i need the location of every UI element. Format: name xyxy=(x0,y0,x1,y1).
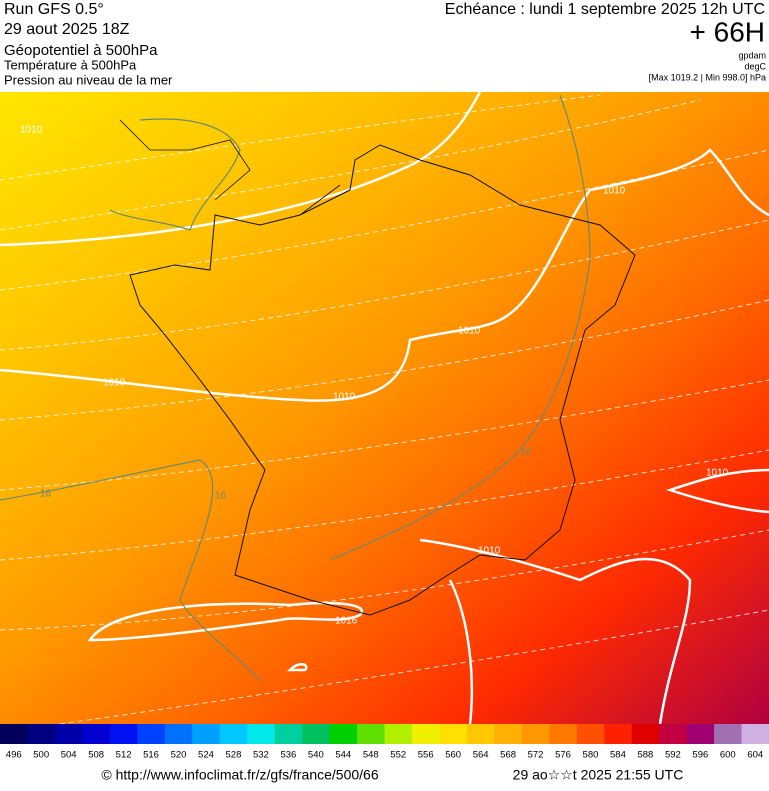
colorbar-label: 540 xyxy=(308,750,324,761)
colorbar-label: 564 xyxy=(473,750,489,761)
echeance: Echéance : lundi 1 septembre 2025 12h UT… xyxy=(445,1,765,18)
colorbar-cell xyxy=(219,724,248,744)
colorbar-label: 576 xyxy=(555,750,571,761)
colorbar-label: 504 xyxy=(61,750,77,761)
colorbar-label: 552 xyxy=(390,750,406,761)
colorbar-cell xyxy=(109,724,138,744)
colorbar-cell xyxy=(54,724,83,744)
colorbar-label: 548 xyxy=(363,750,379,761)
colorbar-label: 544 xyxy=(335,750,351,761)
timestamp: 29 ao☆☆t 2025 21:55 UTC xyxy=(513,767,684,783)
colorbar-cell xyxy=(604,724,633,744)
colorbar-label: 496 xyxy=(6,750,22,761)
contour-label: 1010 xyxy=(333,392,356,403)
contour-label: 16 xyxy=(215,491,227,502)
colorbar-label: 516 xyxy=(143,750,159,761)
colorbar-cell xyxy=(439,724,468,744)
colorbar-cell xyxy=(686,724,715,744)
date: 29 aout 2025 18Z xyxy=(4,21,130,38)
colorbar-label: 512 xyxy=(116,750,132,761)
colorbar-cell xyxy=(137,724,166,744)
colorbar-label: 560 xyxy=(445,750,461,761)
colorbar-label: 592 xyxy=(665,750,681,761)
colorbar-label: 500 xyxy=(33,750,49,761)
colorbar-cell xyxy=(741,724,769,744)
contour-label: 1016 xyxy=(335,616,358,627)
colorbar-cell xyxy=(411,724,440,744)
colorbar-cell xyxy=(466,724,495,744)
colorbar-label: 596 xyxy=(692,750,708,761)
colorbar-cell xyxy=(357,724,385,744)
contour-label: 16 xyxy=(520,447,532,458)
uk-coast xyxy=(119,119,341,216)
isobars xyxy=(0,91,769,725)
colorbar-label: 528 xyxy=(226,750,242,761)
contour-label: 1010 xyxy=(603,186,626,197)
colorbar-cell xyxy=(82,724,111,744)
colorbar-cell xyxy=(576,724,605,744)
param: Température à 500hPa xyxy=(4,57,137,72)
unit: gpdam xyxy=(738,50,766,60)
colorbar-cell xyxy=(247,724,276,744)
colorbar-label: 604 xyxy=(747,750,763,761)
colorbar-cell xyxy=(192,724,221,744)
contour-label: 1010 xyxy=(478,546,501,557)
colorbar-cell xyxy=(494,724,523,744)
colorbar-label: 508 xyxy=(88,750,104,761)
unit: degC xyxy=(744,61,766,71)
colorbar-cell xyxy=(659,724,688,744)
colorbar-cell xyxy=(521,724,550,744)
france-outline xyxy=(129,144,636,616)
colorbar-cell xyxy=(164,724,193,744)
range: [Max 1019.2 | Min 998.0] hPa xyxy=(649,72,766,82)
colorbar-cell xyxy=(714,724,743,744)
colorbar-label: 524 xyxy=(198,750,214,761)
colorbar-label: 584 xyxy=(610,750,626,761)
contour-label: 16 xyxy=(40,489,52,500)
param: Pression au niveau de la mer xyxy=(4,72,173,87)
colorbar-label: 556 xyxy=(418,750,434,761)
colorbar-label: 588 xyxy=(637,750,653,761)
isotherm-16 xyxy=(0,94,591,681)
colorbar-cell xyxy=(0,724,28,744)
source: © http://www.infoclimat.fr/z/gfs/france/… xyxy=(101,767,378,783)
colorbar-cell xyxy=(631,724,660,744)
colorbar-cell xyxy=(384,724,413,744)
colorbar-label: 536 xyxy=(280,750,296,761)
colorbar-label: 572 xyxy=(528,750,544,761)
lead-time: + 66H xyxy=(690,16,766,47)
colorbar-label: 580 xyxy=(583,750,599,761)
colorbar-cell xyxy=(274,724,303,744)
contour-label: 1010 xyxy=(20,125,43,136)
colorbar-label: 600 xyxy=(720,750,736,761)
map-background xyxy=(0,92,769,724)
colorbar-cell xyxy=(549,724,578,744)
colorbar-cell xyxy=(27,724,56,744)
param: Géopotentiel à 500hPa xyxy=(4,42,158,59)
colorbar-label: 568 xyxy=(500,750,516,761)
run: Run GFS 0.5° xyxy=(4,1,104,18)
contour-label: 1010 xyxy=(103,378,126,389)
map xyxy=(0,91,769,725)
colorbar-cell xyxy=(302,724,331,744)
contour-label: 1010 xyxy=(458,326,481,337)
colorbar-label: 520 xyxy=(171,750,187,761)
contour-label: 1010 xyxy=(706,468,729,479)
colorbar-label: 532 xyxy=(253,750,269,761)
colorbar-cell xyxy=(329,724,358,744)
